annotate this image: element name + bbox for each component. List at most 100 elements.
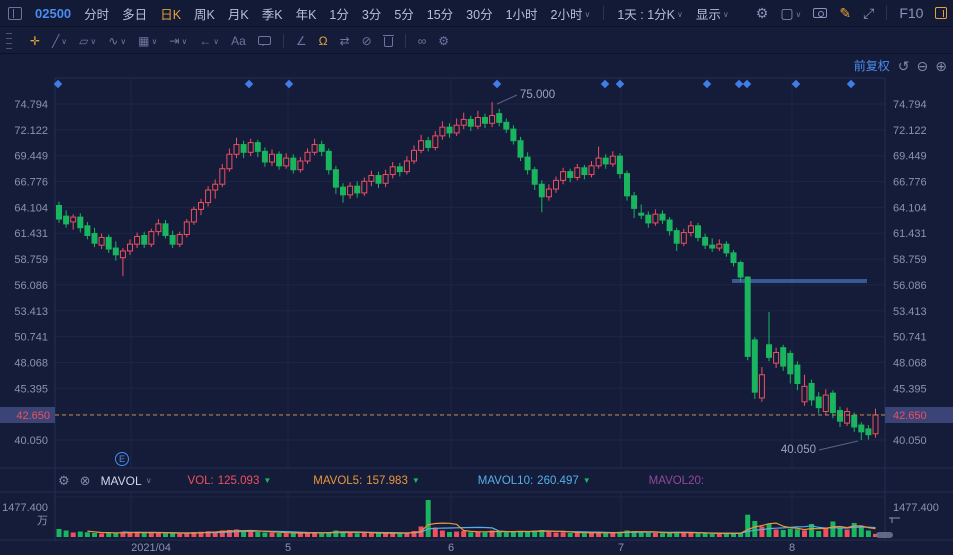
timeframe-toolbar: 02500 分时 多日 日K 周K 月K 季K 年K 1分 3分 5分 15分 30分 1小时 2小时 ∨ 1… xyxy=(0,0,953,27)
toolbar-f10[interactable]: F10 xyxy=(899,5,923,21)
candle xyxy=(723,241,730,257)
tool-hide-drawings-icon[interactable]: ⊘ xyxy=(362,34,372,48)
vol-readout: VOL: 125.093 ▼ xyxy=(188,475,272,487)
candle xyxy=(190,206,197,225)
volume-bar xyxy=(837,528,843,537)
tool-delete-drawing-icon[interactable] xyxy=(382,34,394,47)
timeframe-minute[interactable]: 分时 xyxy=(84,4,109,23)
tool-text[interactable]: Aa xyxy=(231,34,246,48)
volume-bar xyxy=(674,531,680,537)
candle xyxy=(751,337,758,399)
candle xyxy=(837,406,843,427)
timeframe-3min[interactable]: 3分 xyxy=(362,4,381,23)
separator xyxy=(404,33,406,48)
settings-glyph: ⚙ xyxy=(755,4,769,21)
candle xyxy=(396,162,403,177)
candle xyxy=(453,118,460,136)
timeframe-month-k[interactable]: 月K xyxy=(228,4,249,23)
chevron-down-icon: ∨ xyxy=(722,9,729,19)
volume-bar xyxy=(148,532,154,537)
candle xyxy=(247,138,254,157)
volume-bar xyxy=(248,530,254,537)
volume-bars-layer[interactable] xyxy=(56,500,879,537)
volume-bar xyxy=(809,523,815,537)
volume-bar xyxy=(731,533,736,537)
timeframe-1hour[interactable]: 1小时 xyxy=(506,4,538,23)
event-marker-badge[interactable]: E xyxy=(115,452,129,466)
volume-bar xyxy=(539,529,545,537)
timeframe-5min[interactable]: 5分 xyxy=(394,4,413,23)
timeframe-multi-day[interactable]: 多日 xyxy=(122,4,147,23)
chart-zoom-out-icon[interactable]: ⊖ xyxy=(917,59,929,73)
toolbar-draw-icon[interactable]: ✎ xyxy=(839,5,851,22)
panel-toggle-icon[interactable] xyxy=(8,6,22,20)
draw-settings-glyph: ⚙ xyxy=(438,33,450,48)
toolbar-settings-icon[interactable]: ⚙ xyxy=(756,5,769,22)
candle xyxy=(702,233,709,250)
timeframe-15min[interactable]: 15分 xyxy=(427,4,453,23)
horizontal-line-drawing[interactable] xyxy=(732,279,867,283)
candle xyxy=(474,110,481,130)
volume-bar xyxy=(631,530,637,537)
timeframe-quarter-k[interactable]: 季K xyxy=(262,4,283,23)
tool-angle-icon[interactable]: ∠ xyxy=(296,34,307,48)
candles-layer[interactable] xyxy=(56,102,879,441)
chevron-down-icon: ∨ xyxy=(120,37,127,46)
scrollbar-handle[interactable] xyxy=(876,532,893,538)
toolbar-drag-handle[interactable] xyxy=(6,32,12,49)
adjust-mode-button[interactable]: 前复权 xyxy=(853,59,890,73)
indicator-settings-icon[interactable]: ⚙ xyxy=(58,472,70,488)
tool-overlap-icon[interactable]: ∞ xyxy=(418,34,427,48)
timeframe-display[interactable]: 显示 ∨ xyxy=(696,4,729,23)
tool-magnet-icon[interactable]: Ω xyxy=(319,34,328,48)
timeframe-week-k[interactable]: 周K xyxy=(194,4,215,23)
mavol10-readout: MAVOL10: 260.497 ▼ xyxy=(478,475,591,487)
candle xyxy=(758,367,765,402)
indicator-close-icon[interactable]: ⊗ xyxy=(79,472,91,488)
candle xyxy=(261,147,268,167)
chart-undo-icon[interactable]: ↺ xyxy=(898,59,910,73)
timeframe-day-k[interactable]: 日K xyxy=(160,4,181,23)
volume-bar xyxy=(454,531,460,537)
tool-sync-icon[interactable]: ⇄ xyxy=(340,34,350,48)
candle xyxy=(687,220,694,237)
chart-zoom-in-icon[interactable]: ⊕ xyxy=(935,59,947,73)
timeframe-composite-period[interactable]: 1天 : 1分K ∨ xyxy=(617,4,683,23)
tool-extend-line-icon[interactable]: ⇥ ∨ xyxy=(169,34,187,48)
timeframe-year-k[interactable]: 年K xyxy=(296,4,317,23)
indicator-name[interactable]: MAVOL xyxy=(100,473,142,488)
tool-draw-settings-icon[interactable]: ⚙ xyxy=(438,34,449,48)
quarter-k-label: 季K xyxy=(261,7,283,22)
candle xyxy=(616,153,623,179)
timeframe-30min[interactable]: 30分 xyxy=(466,4,492,23)
stock-code[interactable]: 02500 xyxy=(35,5,72,21)
y-axis-label: 50.741 xyxy=(893,332,927,344)
indicator-chevron-icon[interactable]: ∨ xyxy=(145,476,152,485)
toolbar-quote-toggle-icon[interactable] xyxy=(935,7,948,19)
candle xyxy=(744,276,751,361)
timeframe-1min[interactable]: 1分 xyxy=(329,4,348,23)
toolbar-chart-style-icon[interactable]: ▢ ∨ xyxy=(780,5,801,22)
tool-patterns-icon[interactable]: ▦ ∨ xyxy=(138,34,157,48)
tool-arrows-icon[interactable]: ← ∨ xyxy=(199,34,219,48)
y-axis-label: 64.104 xyxy=(893,202,927,214)
chevron-down-icon: ∨ xyxy=(90,37,97,46)
volume-bar xyxy=(816,530,822,537)
timeframe-2hour[interactable]: 2小时 ∨ xyxy=(551,4,591,23)
volume-bar xyxy=(184,532,190,537)
candle xyxy=(531,166,538,191)
tool-waves-icon[interactable]: ∿ ∨ xyxy=(108,34,126,48)
toolbar-camera-icon[interactable] xyxy=(813,8,828,18)
current-price-right: 42.650 xyxy=(893,410,927,422)
tool-move-icon[interactable]: ✛ xyxy=(30,34,40,48)
volume-bar xyxy=(482,532,488,537)
tool-comment-icon[interactable] xyxy=(257,36,271,46)
candle xyxy=(624,170,630,201)
volume-bar xyxy=(276,532,282,537)
tool-trend-line-icon[interactable]: ╱ ∨ xyxy=(52,34,67,48)
candle xyxy=(155,219,162,236)
toolbar-expand-icon[interactable]: ⤢ xyxy=(863,5,874,22)
tool-shapes-icon[interactable]: ▱ ∨ xyxy=(79,34,96,48)
